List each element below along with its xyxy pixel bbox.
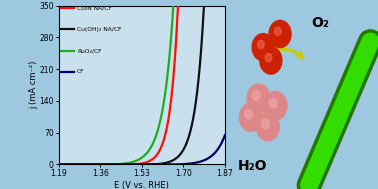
Circle shape [256, 112, 279, 141]
Circle shape [247, 84, 270, 112]
Circle shape [239, 103, 262, 131]
Text: H₂O: H₂O [238, 159, 267, 173]
Circle shape [252, 34, 274, 61]
Circle shape [245, 110, 253, 119]
Text: RuO₂/CF: RuO₂/CF [77, 48, 102, 53]
Circle shape [265, 53, 272, 62]
Circle shape [274, 27, 281, 35]
Text: O₂: O₂ [311, 16, 329, 30]
Text: CF: CF [77, 69, 85, 74]
Circle shape [264, 92, 287, 120]
Circle shape [269, 98, 277, 108]
Circle shape [269, 20, 291, 48]
X-axis label: E (V vs. RHE): E (V vs. RHE) [114, 181, 169, 189]
Y-axis label: j (mA cm⁻²): j (mA cm⁻²) [29, 61, 38, 109]
Circle shape [260, 47, 282, 74]
Circle shape [262, 119, 269, 129]
Circle shape [257, 40, 264, 49]
Text: Cu(OH)₂ NA/CF: Cu(OH)₂ NA/CF [77, 27, 121, 32]
Text: Cu₃N NA/CF: Cu₃N NA/CF [77, 5, 112, 10]
Circle shape [253, 91, 260, 100]
